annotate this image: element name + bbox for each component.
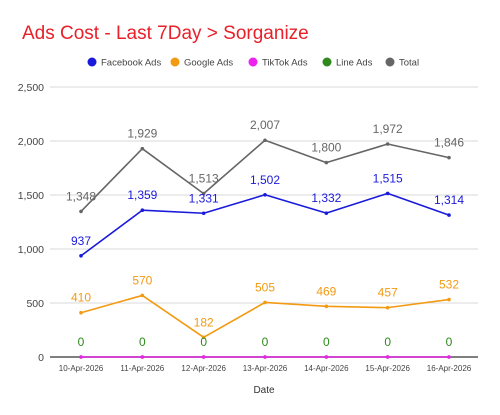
data-label: 0 xyxy=(323,335,330,349)
data-point xyxy=(385,142,390,146)
legend-label: Line Ads xyxy=(336,58,373,69)
data-label: 1,359 xyxy=(127,188,157,202)
data-label: 1,513 xyxy=(189,172,219,186)
data-point xyxy=(201,191,206,196)
data-label: 457 xyxy=(378,286,398,300)
data-point xyxy=(447,213,451,217)
legend: Facebook Ads Google Ads TikTok Ads Line Ads… xyxy=(87,57,419,69)
data-label: 0 xyxy=(139,335,146,349)
y-tick-label: 1,500 xyxy=(18,190,44,202)
x-tick-label: 11-Apr-2026 xyxy=(120,364,164,373)
data-point xyxy=(263,300,267,305)
data-label: 1,972 xyxy=(373,122,403,136)
data-point xyxy=(79,310,83,315)
chart-title: Ads Cost - Last 7Day > Sorganize xyxy=(22,23,309,44)
data-point xyxy=(324,304,329,309)
data-label: 1,331 xyxy=(189,191,219,205)
legend-marker xyxy=(87,57,97,67)
data-label: 1,800 xyxy=(311,141,341,155)
legend-label: TikTok Ads xyxy=(262,58,308,69)
data-point xyxy=(263,192,267,197)
data-point xyxy=(385,191,390,196)
data-label: 2,007 xyxy=(250,118,280,132)
data-label: 1,348 xyxy=(66,189,96,203)
data-label: 532 xyxy=(439,278,459,292)
data-point xyxy=(140,208,145,213)
series-lines xyxy=(79,138,451,359)
data-label: 1,314 xyxy=(434,193,464,207)
legend-label: Facebook Ads xyxy=(101,58,161,69)
data-label: 570 xyxy=(132,273,152,287)
data-point xyxy=(385,305,390,310)
data-label: 1,515 xyxy=(373,171,403,185)
data-point xyxy=(263,138,267,143)
y-tick-label: 500 xyxy=(26,298,44,310)
x-axis-label: Date xyxy=(253,385,275,396)
data-point xyxy=(385,355,390,359)
y-tick-label: 0 xyxy=(38,352,44,364)
data-point xyxy=(324,160,329,165)
series-line-facebook-ads xyxy=(80,192,450,257)
data-point xyxy=(140,355,145,359)
data-label: 1,502 xyxy=(250,173,280,187)
legend-label: Total xyxy=(399,58,419,69)
data-point xyxy=(324,355,329,359)
data-label: 1,332 xyxy=(311,191,341,205)
data-label: 1,846 xyxy=(434,136,464,150)
data-point xyxy=(79,254,83,258)
y-tick-label: 2,500 xyxy=(18,82,44,94)
data-point xyxy=(140,146,145,151)
legend-label: Google Ads xyxy=(184,58,233,69)
data-label: 505 xyxy=(255,280,275,294)
x-tick-label: 12-Apr-2026 xyxy=(181,364,226,373)
data-label: 410 xyxy=(71,291,91,305)
legend-marker xyxy=(322,57,332,67)
data-point xyxy=(79,209,83,214)
legend-marker xyxy=(385,57,395,67)
legend-marker xyxy=(248,57,258,67)
x-tick-label: 14-Apr-2026 xyxy=(304,364,349,373)
data-point xyxy=(201,335,206,340)
data-point xyxy=(201,211,206,216)
x-tick-label: 10-Apr-2026 xyxy=(59,364,104,373)
x-axis-ticks: 10-Apr-2026 11-Apr-2026 12-Apr-2026 13-Apr-… xyxy=(59,364,472,373)
data-labels: 937 1,359 1,331 1,502 1,332 1,515 1,314 410 570 1… xyxy=(66,118,464,349)
data-label: 0 xyxy=(446,335,453,349)
data-label: 469 xyxy=(316,284,336,298)
data-point xyxy=(201,355,206,359)
data-point xyxy=(79,355,83,359)
data-label: 182 xyxy=(194,315,214,329)
x-tick-label: 15-Apr-2026 xyxy=(365,364,410,373)
data-point xyxy=(324,211,329,215)
y-axis-ticks: 0 500 1,000 1,500 2,000 2,500 xyxy=(18,82,44,364)
data-point xyxy=(447,355,451,359)
data-label: 0 xyxy=(78,335,85,349)
data-label: 937 xyxy=(71,234,91,248)
data-point xyxy=(140,293,145,298)
data-point xyxy=(447,297,451,302)
data-label: 1,929 xyxy=(127,127,157,141)
y-tick-label: 1,000 xyxy=(18,244,44,256)
data-point xyxy=(447,155,451,160)
data-label: 0 xyxy=(384,335,391,349)
data-label: 0 xyxy=(262,335,269,349)
data-point xyxy=(263,355,267,359)
data-label: 0 xyxy=(200,335,207,349)
legend-marker xyxy=(170,57,180,67)
x-tick-label: 16-Apr-2026 xyxy=(427,364,472,373)
y-tick-label: 2,000 xyxy=(18,136,44,148)
x-tick-label: 13-Apr-2026 xyxy=(243,364,288,373)
